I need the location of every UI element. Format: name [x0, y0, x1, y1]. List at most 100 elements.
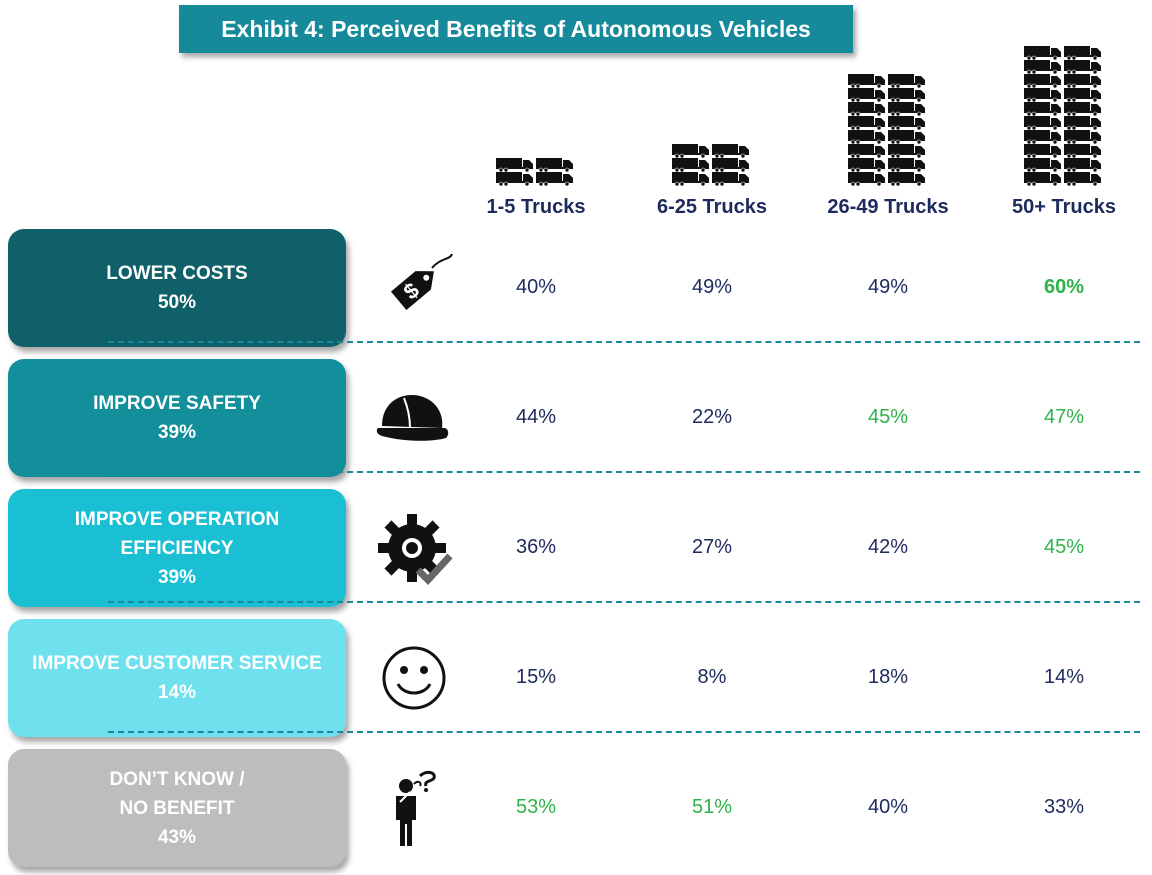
value-cell: 51%: [691, 796, 733, 818]
truck-icon: [848, 88, 886, 102]
truck-icon: [1064, 130, 1102, 144]
benefit-label: NO BENEFIT: [119, 797, 235, 819]
column-header: 26-49 Trucks: [827, 196, 949, 218]
benefit-label: IMPROVE OPERATION: [74, 508, 280, 530]
truck-icon: [848, 130, 886, 144]
truck-icon: [848, 158, 886, 172]
truck-icon: [1024, 102, 1062, 116]
row-divider: [108, 731, 1140, 733]
truck-icon: [848, 102, 886, 116]
truck-icon: [496, 158, 534, 172]
truck-icon: [1064, 60, 1102, 74]
benefit-label-box: LOWER COSTS 50%: [8, 229, 346, 347]
truck-icon: [888, 88, 926, 102]
truck-stack-icon: [496, 158, 576, 186]
truck-icon: [848, 172, 886, 186]
row-divider: [108, 601, 1140, 603]
truck-icon: [1024, 46, 1062, 60]
truck-icon: [1024, 88, 1062, 102]
value-cell: 36%: [515, 536, 557, 558]
benefit-label: DON’T KNOW /: [109, 768, 245, 790]
value-cell: 33%: [1043, 796, 1085, 818]
truck-icon: [888, 74, 926, 88]
value-cell: 60%: [1043, 276, 1085, 298]
truck-icon: [536, 172, 574, 186]
truck-icon: [888, 116, 926, 130]
truck-icon: [1024, 158, 1062, 172]
truck-stack-icon: [848, 74, 928, 186]
truck-icon: [1024, 74, 1062, 88]
truck-icon: [888, 102, 926, 116]
truck-stack-icon: [672, 144, 752, 186]
benefit-label: IMPROVE CUSTOMER SERVICE: [32, 653, 322, 674]
value-cell: 40%: [867, 796, 909, 818]
benefit-label: IMPROVE SAFETY: [93, 393, 261, 414]
confused-person-icon: [374, 768, 454, 848]
truck-icon: [848, 74, 886, 88]
truck-icon: [1024, 172, 1062, 186]
benefit-label: LOWER COSTS: [106, 263, 248, 284]
benefit-label-box: IMPROVE CUSTOMER SERVICE 14%: [8, 619, 346, 737]
benefit-label-box: IMPROVE SAFETY 39%: [8, 359, 346, 477]
truck-icon: [888, 172, 926, 186]
column-header: 6-25 Trucks: [656, 196, 768, 218]
truck-icon: [888, 158, 926, 172]
truck-icon: [712, 172, 750, 186]
truck-icon: [1064, 144, 1102, 158]
truck-icon: [1064, 46, 1102, 60]
row-divider: [108, 341, 1140, 343]
value-cell: 45%: [867, 406, 909, 428]
value-cell: 8%: [697, 666, 727, 688]
value-cell: 18%: [867, 666, 909, 688]
truck-icon: [888, 130, 926, 144]
overall-percent: 39%: [157, 566, 197, 588]
overall-percent: 39%: [157, 422, 197, 443]
price-tag-icon: $: [374, 248, 454, 328]
truck-icon: [536, 158, 574, 172]
truck-icon: [712, 158, 750, 172]
value-cell: 47%: [1043, 406, 1085, 428]
truck-icon: [672, 158, 710, 172]
value-cell: 44%: [515, 406, 557, 428]
overall-percent: 14%: [157, 682, 197, 703]
value-cell: 15%: [515, 666, 557, 688]
column-header: 1-5 Trucks: [486, 196, 586, 218]
truck-icon: [1024, 130, 1062, 144]
value-cell: 49%: [867, 276, 909, 298]
value-cell: 14%: [1043, 666, 1085, 688]
truck-icon: [1064, 74, 1102, 88]
value-cell: 49%: [691, 276, 733, 298]
column-header: 50+ Trucks: [1012, 196, 1116, 218]
truck-icon: [1064, 116, 1102, 130]
value-cell: 45%: [1043, 536, 1085, 558]
truck-icon: [1024, 116, 1062, 130]
chart-title: Exhibit 4: Perceived Benefits of Autonom…: [179, 5, 853, 53]
truck-icon: [848, 116, 886, 130]
truck-icon: [672, 144, 710, 158]
truck-icon: [1024, 144, 1062, 158]
value-cell: 42%: [867, 536, 909, 558]
overall-percent: 43%: [157, 826, 197, 848]
truck-icon: [496, 172, 534, 186]
truck-stack-icon: [1024, 46, 1104, 186]
truck-icon: [1064, 88, 1102, 102]
overall-percent: 50%: [157, 292, 197, 313]
benefit-label: EFFICIENCY: [120, 537, 234, 559]
truck-icon: [712, 144, 750, 158]
value-cell: 40%: [515, 276, 557, 298]
smiley-icon: [374, 638, 454, 718]
value-cell: 27%: [691, 536, 733, 558]
gear-check-icon: [374, 508, 454, 588]
hard-hat-icon: [374, 378, 454, 458]
truck-icon: [1024, 60, 1062, 74]
benefit-label-box: IMPROVE OPERATION EFFICIENCY 39%: [8, 489, 346, 607]
value-cell: 22%: [691, 406, 733, 428]
truck-icon: [1064, 172, 1102, 186]
row-divider: [108, 471, 1140, 473]
truck-icon: [1064, 102, 1102, 116]
benefit-label-box: DON’T KNOW / NO BENEFIT 43%: [8, 749, 346, 867]
truck-icon: [1064, 158, 1102, 172]
truck-icon: [672, 172, 710, 186]
truck-icon: [888, 144, 926, 158]
truck-icon: [848, 144, 886, 158]
